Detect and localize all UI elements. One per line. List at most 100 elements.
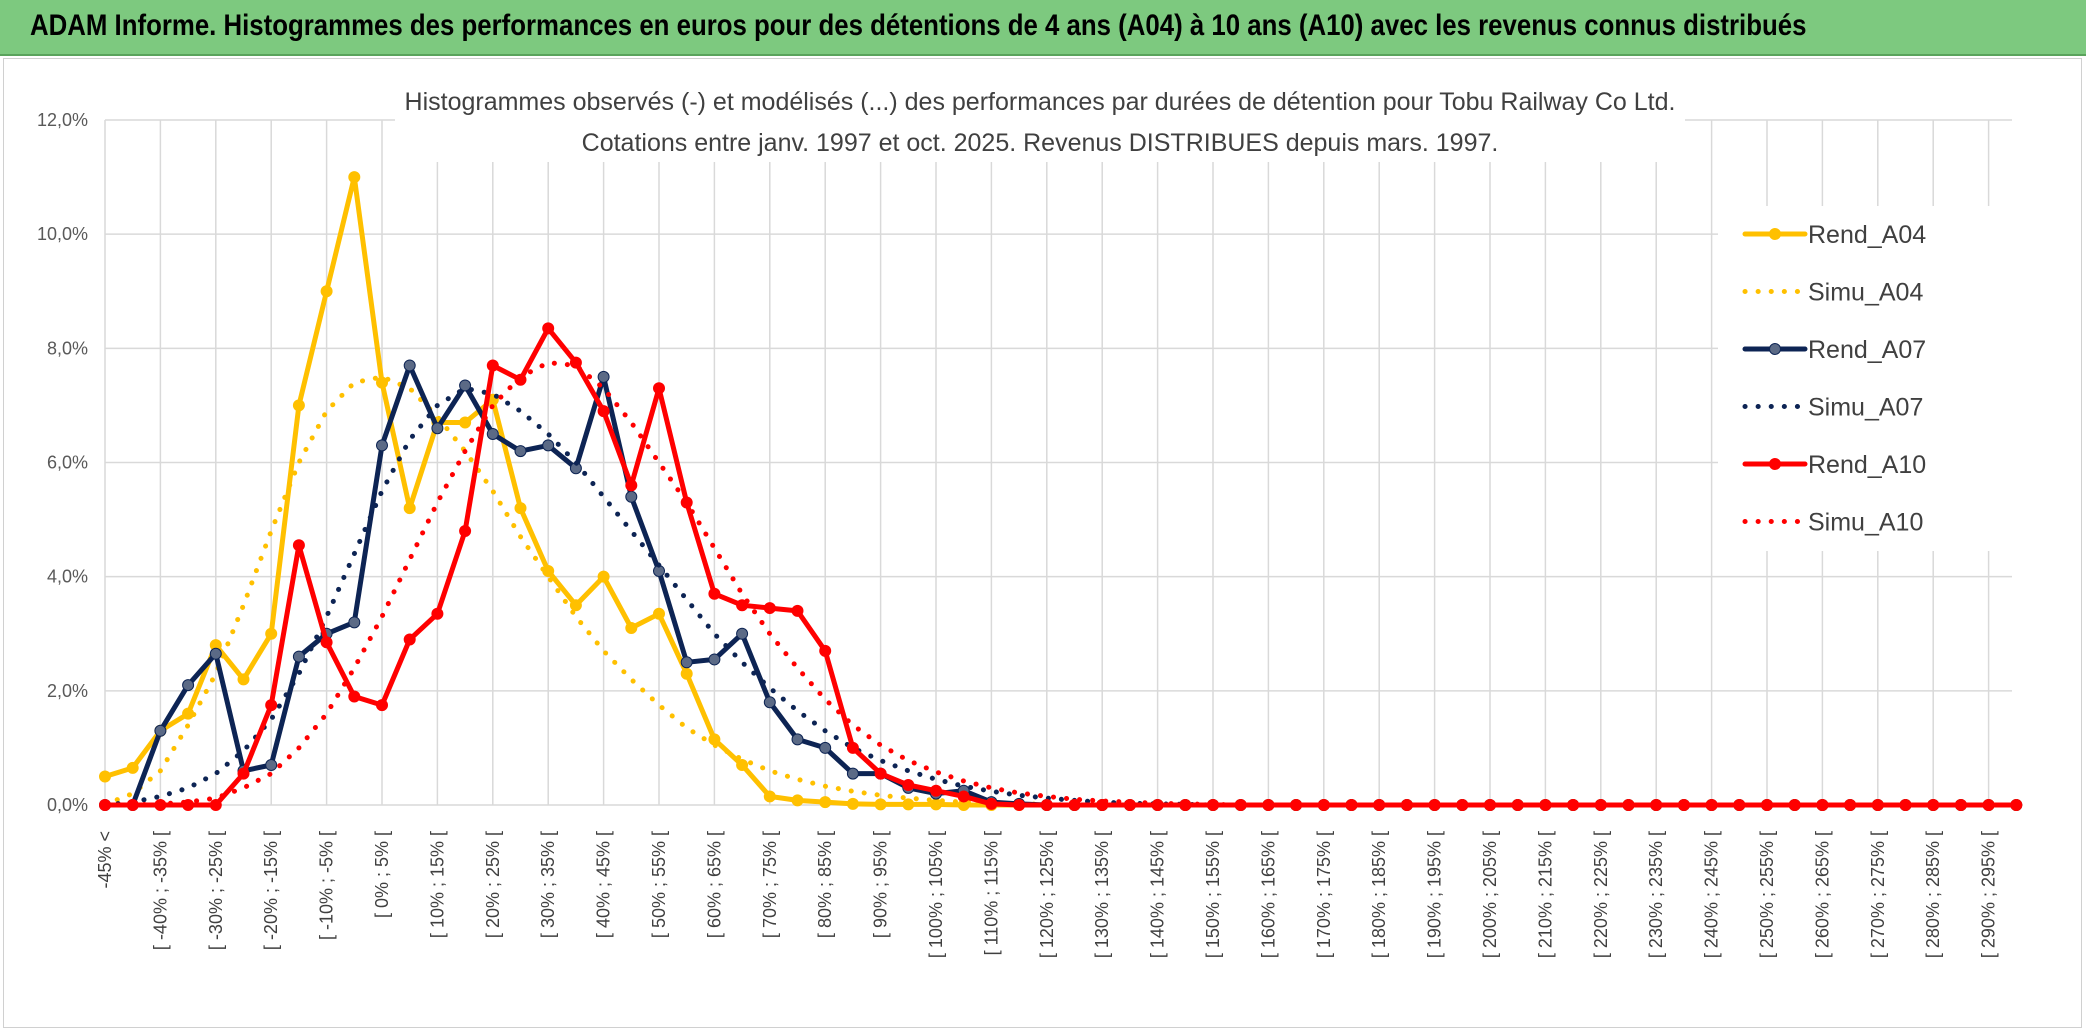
- data-point-Rend_A10: [376, 699, 388, 712]
- legend-marker: [1769, 228, 1781, 240]
- legend-item-Rend_A10: Rend_A10: [1742, 451, 1926, 479]
- legend-item-Rend_A07: Rend_A07: [1742, 336, 1926, 364]
- x-axis: -45% < [ -40% ; -35% [[ -30% ; -25% [[ -2…: [95, 831, 1999, 958]
- data-point-Rend_A07: [486, 427, 499, 440]
- data-point-Rend_A07: [459, 379, 472, 392]
- x-tick-label: [ 160% ; 165% [: [1258, 831, 1278, 958]
- x-tick-label: [ 40% ; 45% [: [594, 831, 614, 938]
- data-point-Rend_A04: [348, 171, 361, 184]
- data-point-Rend_A04: [763, 790, 776, 803]
- report-title: ADAM Informe. Histogrammes des performan…: [30, 9, 1807, 42]
- data-point-Rend_A04: [514, 502, 527, 515]
- data-point-Rend_A04: [265, 627, 278, 640]
- data-point-Rend_A10: [763, 602, 776, 615]
- data-point-Rend_A07: [265, 759, 278, 772]
- data-point-Rend_A07: [348, 616, 361, 629]
- x-tick-label: [ -40% ; -35% [: [150, 831, 170, 950]
- report-banner: ADAM Informe. Histogrammes des performan…: [0, 0, 2086, 56]
- x-tick-label: [ 70% ; 75% [: [760, 831, 780, 938]
- x-tick-label: [ 120% ; 125% [: [1037, 831, 1057, 958]
- data-point-Rend_A07: [431, 422, 444, 435]
- data-point-Rend_A10: [874, 767, 887, 780]
- data-point-Rend_A04: [902, 798, 915, 811]
- data-point-Rend_A04: [680, 667, 693, 680]
- data-point-Rend_A10: [930, 784, 942, 797]
- y-tick-label: 8,0%: [47, 338, 88, 358]
- data-point-Rend_A10: [1013, 799, 1026, 811]
- data-point-Rend_A10: [459, 525, 472, 537]
- data-point-Rend_A04: [791, 794, 804, 807]
- chart-title: Histogrammes observés (-) et modélisés (…: [405, 88, 1676, 116]
- x-tick-label: [ 90% ; 95% [: [871, 831, 891, 938]
- data-point-Rend_A07: [625, 490, 638, 503]
- y-tick-label: 4,0%: [47, 567, 88, 587]
- data-point-Rend_A07: [292, 650, 305, 663]
- data-point-Rend_A07: [763, 696, 776, 709]
- data-point-Rend_A04: [459, 416, 472, 429]
- data-point-Rend_A10: [2010, 799, 2023, 811]
- data-point-Rend_A10: [569, 356, 582, 369]
- data-point-Rend_A10: [209, 799, 222, 811]
- legend-label: Rend_A04: [1808, 221, 1926, 249]
- data-point-Rend_A07: [209, 647, 222, 660]
- legend-label: Simu_A04: [1808, 279, 1923, 307]
- data-point-Rend_A07: [542, 439, 555, 452]
- x-tick-label: [ -20% ; -15% [: [261, 831, 281, 950]
- data-point-Rend_A10: [791, 604, 804, 617]
- x-tick-label: [ 230% ; 235% [: [1646, 831, 1666, 958]
- x-tick-label: [ 50% ; 55% [: [649, 831, 669, 938]
- data-point-Rend_A04: [819, 796, 832, 809]
- legend-item-Simu_A10: Simu_A10: [1742, 509, 1923, 537]
- data-point-Rend_A04: [874, 798, 887, 811]
- y-tick-label: 6,0%: [47, 453, 88, 473]
- x-tick-label: [ 250% ; 255% [: [1757, 831, 1777, 958]
- data-point-Rend_A10: [320, 636, 333, 649]
- legend-marker: [1769, 343, 1781, 355]
- chart-frame: [3, 58, 2082, 1028]
- x-tick-label: [ -30% ; -25% [: [206, 831, 226, 950]
- data-point-Rend_A10: [348, 690, 361, 703]
- x-tick-label: [ 240% ; 245% [: [1702, 831, 1722, 958]
- data-point-Rend_A10: [846, 741, 859, 754]
- data-point-Rend_A04: [597, 570, 610, 583]
- x-tick-label: [ 170% ; 175% [: [1314, 831, 1334, 958]
- data-point-Rend_A04: [625, 622, 638, 635]
- x-tick-label: [ 140% ; 145% [: [1148, 831, 1168, 958]
- x-tick-label: [ 200% ; 205% [: [1480, 831, 1500, 958]
- x-tick-label: [ 210% ; 215% [: [1535, 831, 1555, 958]
- legend-item-Simu_A07: Simu_A07: [1742, 394, 1923, 422]
- data-point-Rend_A10: [819, 644, 832, 657]
- data-point-Rend_A10: [1068, 799, 1081, 811]
- x-tick-label: [ -10% ; -5% [: [317, 831, 337, 940]
- legend-label: Rend_A10: [1808, 451, 1926, 479]
- x-tick-label: [ 150% ; 155% [: [1203, 831, 1223, 958]
- data-point-Rend_A07: [708, 653, 721, 666]
- x-tick-label: [ 220% ; 225% [: [1591, 831, 1611, 958]
- data-point-Rend_A10: [902, 779, 915, 792]
- data-point-Rend_A10: [1456, 799, 1469, 811]
- data-point-Rend_A04: [99, 770, 111, 783]
- x-tick-label: [ 260% ; 265% [: [1812, 831, 1832, 958]
- legend-label: Rend_A07: [1808, 336, 1926, 364]
- data-point-Rend_A07: [736, 627, 749, 640]
- legend-background: [1718, 206, 2018, 551]
- x-tick-label: [ 190% ; 195% [: [1425, 831, 1445, 958]
- legend-item-Simu_A04: Simu_A04: [1742, 279, 1923, 307]
- legend-marker: [1769, 458, 1781, 470]
- data-point-Rend_A10: [653, 382, 665, 395]
- data-point-Rend_A07: [403, 359, 416, 372]
- data-point-Rend_A07: [680, 656, 693, 669]
- legend-label: Simu_A10: [1808, 509, 1923, 537]
- y-axis: 0,0% 2,0% 4,0% 6,0% 8,0% 10,0% 12,0%: [37, 110, 88, 815]
- x-tick-label: [ 100% ; 105% [: [926, 831, 946, 958]
- data-point-Rend_A10: [292, 539, 305, 552]
- x-tick-label: [ 10% ; 15% [: [427, 831, 447, 938]
- x-tick-label: [ 20% ; 25% [: [483, 831, 503, 938]
- x-tick-label: [ 80% ; 85% [: [815, 831, 835, 938]
- data-point-Rend_A10: [486, 359, 499, 372]
- data-point-Rend_A07: [182, 679, 195, 692]
- legend-label: Simu_A07: [1808, 394, 1923, 422]
- data-point-Rend_A10: [625, 479, 638, 492]
- series-line-Simu_A10: [102, 360, 2019, 808]
- chart-subtitle: Cotations entre janv. 1997 et oct. 2025.…: [582, 129, 1499, 157]
